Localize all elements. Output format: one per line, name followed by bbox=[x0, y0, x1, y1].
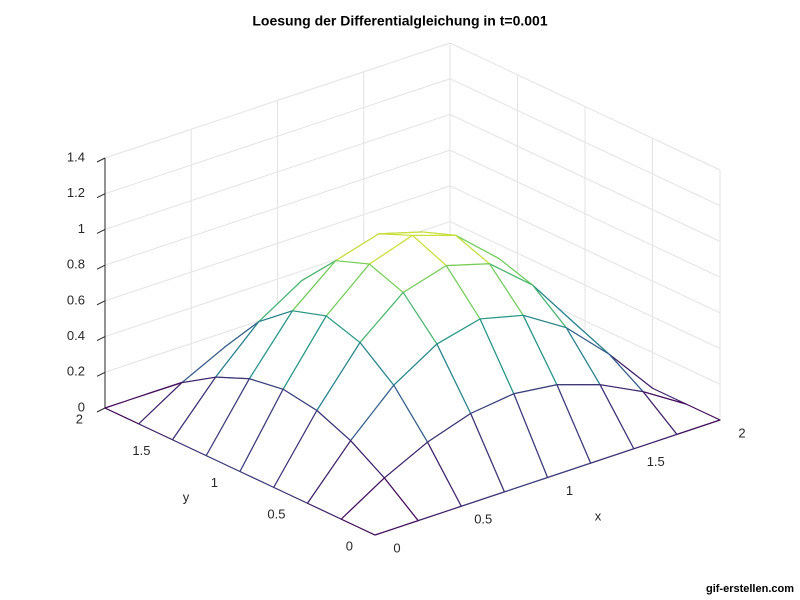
z-tick-label: 1.4 bbox=[67, 149, 85, 164]
grid-line bbox=[449, 113, 721, 242]
grid-line bbox=[104, 42, 451, 159]
z-tick bbox=[96, 371, 106, 377]
z-tick bbox=[96, 264, 106, 270]
grid-line bbox=[449, 78, 721, 207]
z-tick-label: 0.8 bbox=[67, 257, 85, 272]
x-tick-label: 1.5 bbox=[647, 454, 665, 469]
z-tick bbox=[96, 300, 106, 306]
grid-line bbox=[104, 185, 451, 302]
grid-line bbox=[104, 149, 451, 266]
grid-line bbox=[449, 221, 721, 350]
grid-line bbox=[449, 149, 721, 278]
watermark: gif-erstellen.com bbox=[706, 583, 794, 595]
z-tick-label: 1 bbox=[78, 221, 85, 236]
grid-line bbox=[104, 78, 451, 195]
z-tick bbox=[96, 228, 106, 234]
y-tick-label: 2 bbox=[76, 411, 83, 426]
x-tick-label: 0.5 bbox=[474, 512, 492, 527]
x-tick-label: 1 bbox=[566, 483, 573, 498]
x-tick-label: 0 bbox=[393, 540, 400, 555]
y-tick-label: 0 bbox=[346, 538, 353, 553]
surface-patch bbox=[340, 477, 419, 536]
x-axis-label: x bbox=[595, 508, 602, 523]
z-tick bbox=[96, 336, 106, 342]
y-tick-label: 1 bbox=[211, 475, 218, 490]
z-tick-label: 1.2 bbox=[67, 185, 85, 200]
grid-line bbox=[449, 185, 721, 314]
chart-title: Loesung der Differentialgleichung in t=0… bbox=[252, 13, 547, 29]
grid-line bbox=[449, 42, 721, 171]
z-tick-label: 0.6 bbox=[67, 292, 85, 307]
z-tick bbox=[96, 193, 106, 199]
z-tick-label: 0.4 bbox=[67, 328, 85, 343]
z-tick bbox=[96, 157, 106, 163]
y-tick-label: 0.5 bbox=[267, 507, 285, 522]
grid-line bbox=[104, 113, 451, 230]
z-tick-label: 0.2 bbox=[67, 364, 85, 379]
y-axis-label: y bbox=[183, 489, 190, 504]
x-tick-label: 2 bbox=[738, 425, 745, 440]
z-tick bbox=[96, 407, 106, 413]
z-tick-label: 0 bbox=[78, 399, 85, 414]
y-tick-label: 1.5 bbox=[132, 443, 150, 458]
